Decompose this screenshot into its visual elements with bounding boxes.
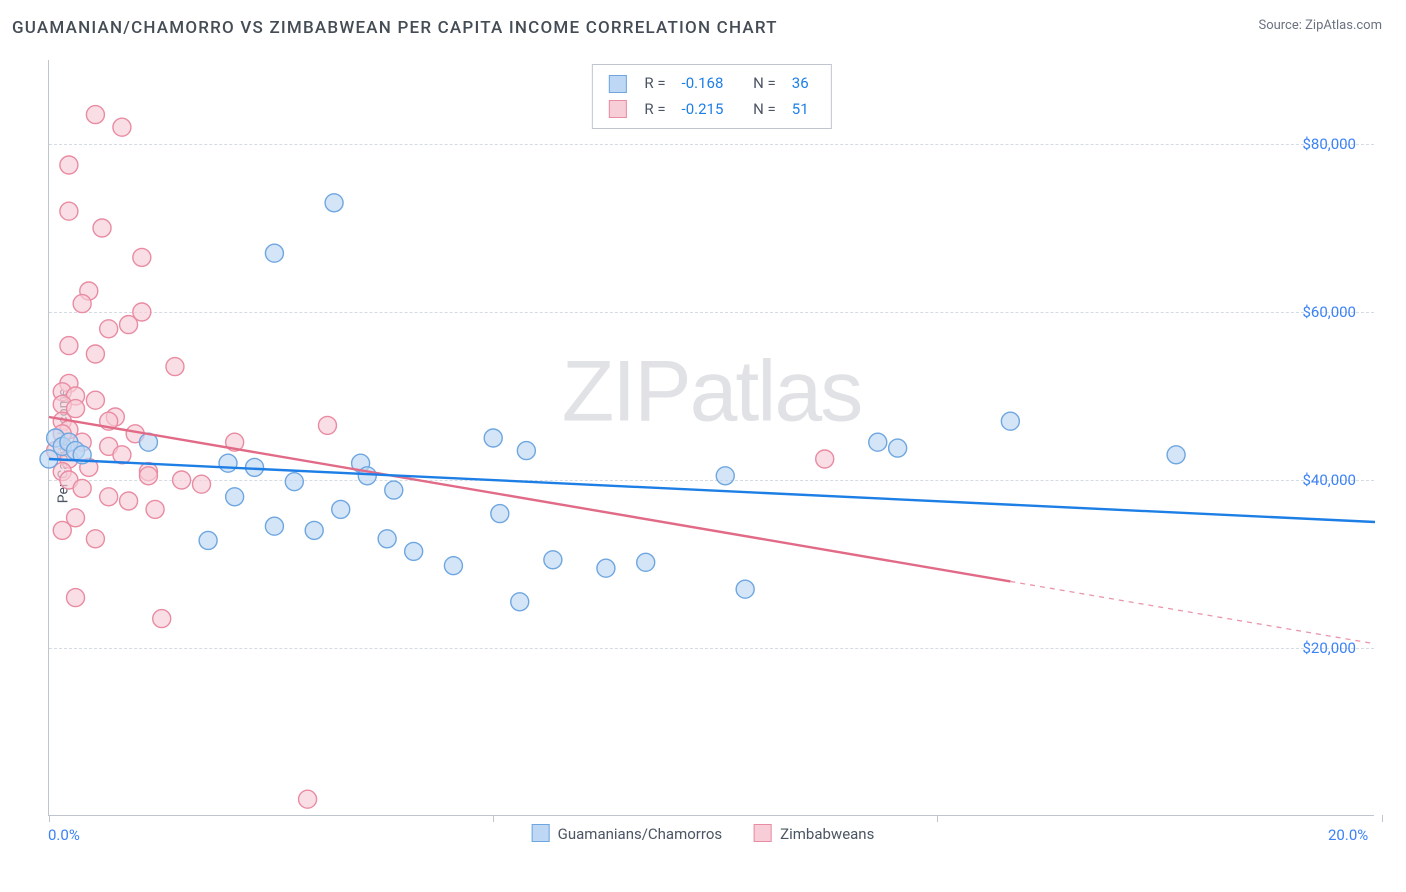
data-point	[86, 106, 104, 124]
data-point	[173, 471, 191, 489]
data-point	[113, 118, 131, 136]
data-point	[120, 316, 138, 334]
data-point	[166, 358, 184, 376]
data-point	[325, 194, 343, 212]
data-point	[1167, 446, 1185, 464]
data-point	[86, 345, 104, 363]
data-point	[597, 559, 615, 577]
r-value-pink: -0.215	[682, 97, 724, 123]
data-point	[153, 610, 171, 628]
swatch-blue	[608, 75, 626, 93]
data-point	[226, 488, 244, 506]
data-point	[484, 429, 502, 447]
data-point	[716, 467, 734, 485]
x-tick	[937, 815, 938, 822]
n-value-pink: 51	[792, 97, 809, 123]
n-value-blue: 36	[792, 71, 809, 97]
data-point	[86, 391, 104, 409]
data-point	[133, 248, 151, 266]
data-point	[385, 481, 403, 499]
data-point	[146, 500, 164, 518]
stats-row-blue: R = -0.168 N = 36	[608, 71, 814, 97]
data-point	[60, 202, 78, 220]
data-point	[73, 479, 91, 497]
data-point	[544, 551, 562, 569]
data-point	[305, 521, 323, 539]
data-point	[139, 467, 157, 485]
data-point	[491, 505, 509, 523]
x-tick	[1382, 815, 1383, 822]
x-tick	[49, 815, 50, 822]
data-point	[285, 473, 303, 491]
source-attribution: Source: ZipAtlas.com	[1258, 18, 1382, 33]
data-point	[67, 589, 85, 607]
x-tick	[493, 815, 494, 822]
trend-line	[49, 459, 1375, 522]
data-point	[53, 521, 71, 539]
data-point	[73, 295, 91, 313]
legend-label: Zimbabweans	[780, 825, 874, 843]
data-point	[517, 442, 535, 460]
swatch-pink	[608, 100, 626, 118]
data-point	[318, 416, 336, 434]
data-point	[60, 337, 78, 355]
data-point	[120, 492, 138, 510]
data-point	[93, 219, 111, 237]
data-point	[192, 475, 210, 493]
stats-row-pink: R = -0.215 N = 51	[608, 97, 814, 123]
data-point	[100, 488, 118, 506]
data-point	[199, 531, 217, 549]
chart-title: GUAMANIAN/CHAMORRO VS ZIMBABWEAN PER CAP…	[12, 18, 778, 38]
legend-swatch	[754, 824, 772, 842]
chart-plot-area: ZIPatlas $20,000$40,000$60,000$80,000 R …	[48, 60, 1374, 816]
data-point	[100, 320, 118, 338]
legend-swatch	[532, 824, 550, 842]
data-point	[299, 790, 317, 808]
scatter-svg	[49, 60, 1374, 815]
r-value-blue: -0.168	[682, 71, 724, 97]
correlation-stats-box: R = -0.168 N = 36 R = -0.215 N = 51	[591, 64, 831, 129]
data-point	[378, 530, 396, 548]
legend-label: Guamanians/Chamorros	[558, 825, 722, 843]
trend-line-extrapolated	[1010, 581, 1375, 643]
data-point	[265, 517, 283, 535]
x-axis-min-label: 0.0%	[48, 826, 80, 844]
data-point	[332, 500, 350, 518]
data-point	[736, 580, 754, 598]
data-point	[816, 450, 834, 468]
data-point	[511, 593, 529, 611]
series-legend: Guamanians/Chamorros Zimbabweans	[532, 824, 875, 843]
legend-item: Guamanians/Chamorros	[532, 824, 722, 843]
data-point	[869, 433, 887, 451]
data-point	[637, 553, 655, 571]
data-point	[265, 244, 283, 262]
legend-item: Zimbabweans	[754, 824, 874, 843]
data-point	[86, 530, 104, 548]
data-point	[889, 439, 907, 457]
data-point	[405, 542, 423, 560]
data-point	[60, 156, 78, 174]
data-point	[219, 454, 237, 472]
data-point	[1001, 412, 1019, 430]
data-point	[444, 557, 462, 575]
x-axis-max-label: 20.0%	[1328, 826, 1368, 844]
